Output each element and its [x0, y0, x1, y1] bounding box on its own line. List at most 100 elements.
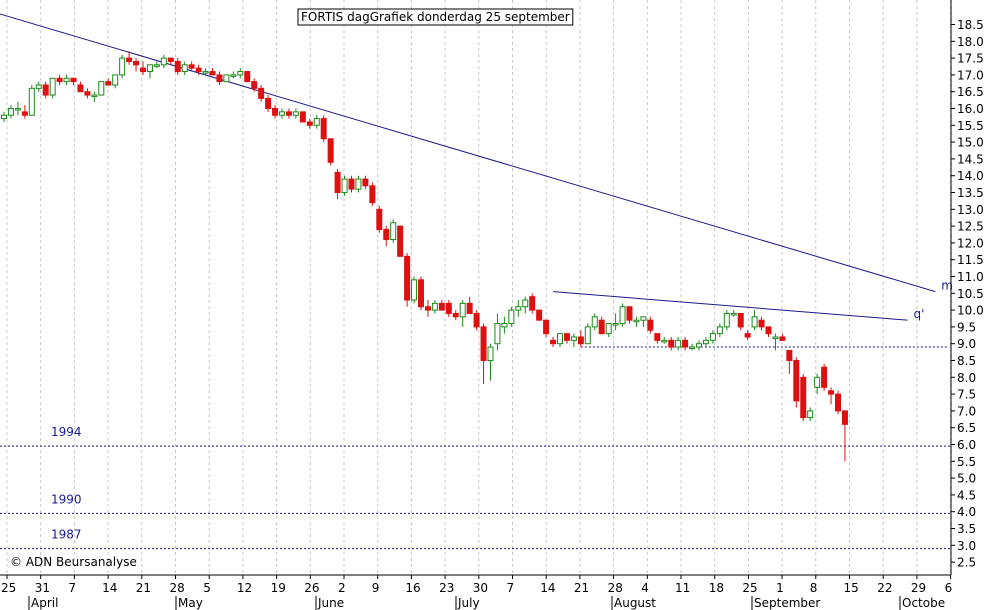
x-tick-label: 7: [68, 581, 76, 595]
candle: [647, 316, 654, 334]
candle-body: [459, 302, 466, 318]
candle: [807, 407, 814, 421]
candle-body: [445, 302, 452, 314]
candle-body: [577, 336, 584, 345]
candle: [480, 323, 487, 385]
candle-body: [320, 118, 327, 140]
x-tick-label: 31: [35, 581, 50, 595]
candle-body: [404, 255, 411, 301]
candle: [348, 175, 355, 193]
candle: [327, 138, 334, 166]
y-tick-label: 10.5: [957, 287, 984, 301]
candle: [529, 293, 536, 314]
trendlines: m q': [0, 13, 953, 348]
candle-body: [167, 57, 174, 62]
y-tick-label: 4.0: [957, 505, 976, 519]
candle: [459, 300, 466, 327]
candle-body: [716, 326, 723, 335]
candle: [737, 312, 744, 331]
candle-body: [28, 87, 35, 116]
candle: [591, 313, 598, 331]
candle-body: [723, 312, 730, 328]
candle-body: [675, 339, 682, 348]
candle-body: [146, 64, 153, 73]
candle: [501, 316, 508, 334]
candle: [7, 105, 14, 119]
chart-title-box: [297, 8, 574, 26]
candle: [668, 336, 675, 351]
candle: [70, 77, 77, 85]
candle: [1, 111, 7, 122]
candle: [91, 91, 98, 102]
candle-body: [306, 121, 313, 126]
candle: [709, 330, 716, 344]
candle-body: [487, 346, 494, 361]
chart-title: FORTIS dagGrafiek donderdag 25 september: [301, 10, 570, 24]
candle: [452, 310, 459, 321]
y-tick-label: 6.5: [957, 421, 976, 435]
y-tick-label: 8.5: [957, 354, 976, 368]
candle: [223, 74, 230, 83]
candle: [174, 58, 181, 75]
candle-body: [105, 81, 112, 86]
candle: [696, 340, 702, 351]
candle-body: [661, 339, 668, 343]
candle-body: [543, 319, 550, 335]
candle-body: [42, 84, 49, 96]
candle: [313, 115, 320, 129]
candle-body: [640, 316, 647, 321]
candle-body: [654, 333, 661, 341]
candle: [661, 336, 668, 344]
candle: [619, 303, 626, 327]
candle-body: [70, 77, 77, 83]
candle-body: [668, 339, 675, 348]
x-tick-label: 25: [742, 581, 757, 595]
y-tick-label: 5.5: [957, 455, 976, 469]
candle-body: [473, 312, 480, 328]
candle-body: [348, 178, 355, 190]
x-tick-label: 28: [170, 581, 185, 595]
candle: [598, 316, 605, 335]
month-label: September: [754, 596, 820, 610]
candle: [14, 101, 21, 116]
candle-body: [188, 64, 195, 69]
candle: [306, 118, 313, 129]
x-tick-label: 25: [1, 581, 16, 595]
candle: [612, 313, 619, 331]
candle-body: [174, 60, 181, 73]
candle-body: [786, 349, 793, 362]
candle-body: [800, 376, 807, 419]
candle: [98, 81, 105, 96]
candle-body: [515, 306, 522, 311]
candle: [841, 410, 848, 462]
x-tick-label: 14: [102, 581, 117, 595]
candle-body: [285, 111, 292, 116]
candle: [411, 276, 418, 304]
x-tick-label: 5: [203, 581, 211, 595]
candle: [216, 71, 223, 85]
x-tick-label: 7: [507, 581, 515, 595]
candle-body: [550, 339, 557, 345]
candle-body: [272, 108, 279, 116]
support-line-label: 1994: [51, 425, 82, 439]
candle-body: [570, 336, 577, 341]
candle-body: [737, 312, 744, 328]
candle-body: [841, 410, 848, 425]
y-tick-label: 7.0: [957, 404, 976, 418]
candle-body: [56, 77, 63, 83]
candle-body: [828, 390, 835, 395]
candle-body: [779, 336, 786, 341]
y-tick-label: 13.5: [957, 186, 984, 200]
candle: [258, 84, 265, 102]
month-label: April: [31, 596, 58, 610]
candle-body: [383, 228, 390, 241]
candle-body: [751, 316, 758, 328]
candle: [209, 68, 216, 76]
candle-body: [626, 306, 633, 321]
x-tick-label: 4: [641, 581, 649, 595]
candle: [633, 316, 640, 327]
candle: [237, 68, 244, 79]
y-tick-label: 10.0: [957, 304, 984, 318]
candle-body: [508, 309, 515, 325]
x-tick-label: 21: [136, 581, 151, 595]
